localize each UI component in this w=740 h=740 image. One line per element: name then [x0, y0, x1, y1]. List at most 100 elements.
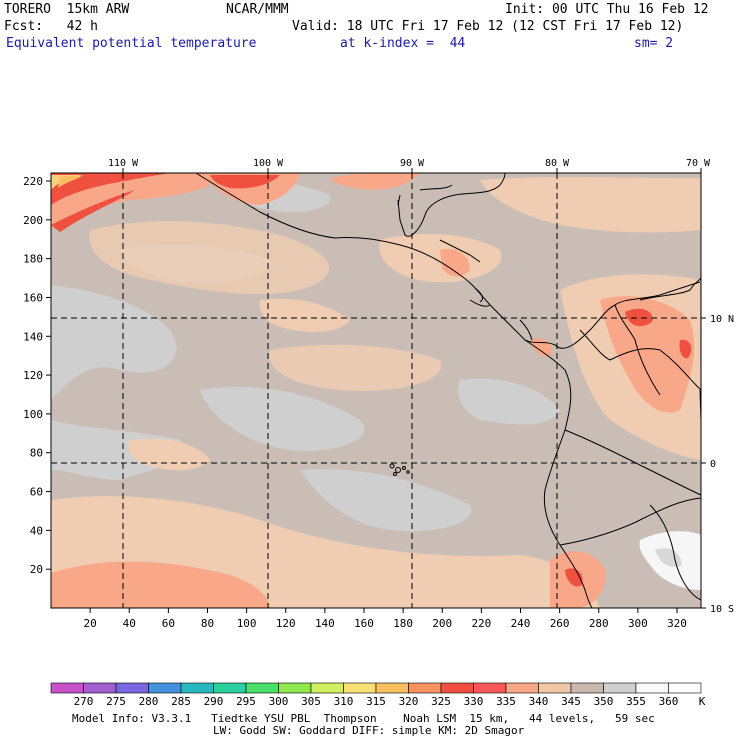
- x-tick-label: 300: [628, 617, 648, 630]
- legend-swatch: [310, 682, 344, 694]
- x-tick-label: 320: [667, 617, 687, 630]
- smoothing-label: sm= 2: [634, 36, 674, 51]
- model-title: TORERO 15km ARW: [4, 2, 130, 17]
- galapagos-island: [393, 472, 397, 476]
- peach-region: [89, 220, 329, 295]
- legend-label: 315: [366, 695, 386, 708]
- legend-label: 335: [496, 695, 516, 708]
- top-label-100w: 100 W: [253, 158, 284, 169]
- x-tick-label: 100: [237, 617, 257, 630]
- grey-region: [51, 285, 177, 400]
- right-ticks: [701, 317, 706, 609]
- legend-swatch: [50, 682, 84, 694]
- legend-swatch: [603, 682, 637, 694]
- peach-region: [269, 344, 442, 391]
- y-axis-ticks: 220 200 180 160 140 120 100 80 60 40 20: [23, 175, 51, 576]
- top-label-80w: 80 W: [545, 158, 570, 169]
- galapagos-island: [395, 467, 401, 473]
- legend-label: 330: [464, 695, 484, 708]
- x-axis-ticks: 20 40 60 80 100 120 140 160 180 200 220 240 260 280 30…: [84, 608, 687, 630]
- color-legend: 270 275 280 285 290 295 300 305 310 315 320 325 330 3…: [50, 682, 706, 708]
- model-info-line1: Model Info: V3.3.1 Tiedtke YSU PBL Thomp…: [72, 712, 655, 725]
- border: [649, 504, 702, 601]
- coastline: [524, 339, 593, 609]
- red-region: [51, 173, 170, 205]
- peach-region: [379, 234, 502, 283]
- salmon-region: [330, 173, 420, 190]
- legend-swatch: [343, 682, 377, 694]
- legend-label: 340: [529, 695, 549, 708]
- x-tick-label: 200: [432, 617, 452, 630]
- top-label-70w: 70 W: [686, 158, 711, 169]
- legend-label: 290: [204, 695, 224, 708]
- x-tick-label: 240: [511, 617, 531, 630]
- y-tick-label: 20: [30, 563, 43, 576]
- grey-region: [200, 386, 365, 451]
- y-tick-label: 220: [23, 175, 43, 188]
- salmon-region: [51, 561, 270, 608]
- peach-region: [128, 438, 210, 471]
- x-tick-label: 260: [550, 617, 570, 630]
- valid-time: Valid: 18 UTC Fri 17 Feb 12 (12 CST Fri …: [292, 19, 684, 34]
- yellow-region: [58, 176, 82, 188]
- legend-label: 295: [236, 695, 256, 708]
- legend-label: 285: [171, 695, 191, 708]
- legend-swatch: [440, 682, 474, 694]
- x-tick-label: 220: [471, 617, 491, 630]
- red-region: [679, 339, 692, 359]
- coastline: [469, 287, 491, 307]
- legend-swatch: [505, 682, 539, 694]
- x-tick-label: 180: [393, 617, 413, 630]
- salmon-region: [600, 296, 695, 413]
- legend-label: 345: [561, 695, 581, 708]
- x-tick-label: 120: [276, 617, 296, 630]
- map-field: [51, 173, 701, 608]
- legend-swatch: [180, 682, 214, 694]
- right-label-eq: 0: [710, 459, 716, 470]
- border: [559, 497, 702, 546]
- legend-swatch: [83, 682, 117, 694]
- y-tick-label: 80: [30, 447, 43, 460]
- x-tick-label: 80: [201, 617, 214, 630]
- yellow-region: [51, 175, 85, 190]
- y-tick-label: 120: [23, 369, 43, 382]
- legend-swatch: [570, 682, 604, 694]
- border: [564, 429, 702, 496]
- legend-label: 350: [594, 695, 614, 708]
- legend-swatch: [278, 682, 312, 694]
- legend-label: 275: [106, 695, 126, 708]
- legend-label: 320: [399, 695, 419, 708]
- org-label: NCAR/MMM: [226, 2, 289, 17]
- y-tick-label: 160: [23, 291, 43, 304]
- border: [614, 304, 661, 396]
- forecast-hour: Fcst: 42 h: [4, 19, 98, 34]
- model-info-line2: LW: Godd SW: Goddard DIFF: simple KM: 2D…: [213, 724, 525, 737]
- coastline: [397, 172, 506, 237]
- y-tick-label: 100: [23, 408, 43, 421]
- y-tick-label: 140: [23, 330, 43, 343]
- y-tick-label: 40: [30, 524, 43, 537]
- galapagos-island: [389, 463, 395, 469]
- legend-label: 300: [269, 695, 289, 708]
- red-region: [51, 190, 135, 232]
- legend-label: 360: [659, 695, 679, 708]
- legend-swatch: [213, 682, 247, 694]
- map-frame: [50, 172, 702, 609]
- x-tick-label: 20: [84, 617, 97, 630]
- legend-label: 270: [74, 695, 94, 708]
- legend-swatch: [148, 682, 182, 694]
- right-label-10n: 10 N: [710, 314, 734, 325]
- legend-swatch: [473, 682, 507, 694]
- x-tick-label: 60: [162, 617, 175, 630]
- legend-swatch: [668, 682, 702, 694]
- legend-swatch: [115, 682, 149, 694]
- top-label-90w: 90 W: [400, 158, 425, 169]
- x-tick-label: 140: [315, 617, 335, 630]
- grey-region: [458, 378, 560, 425]
- red-region: [625, 308, 653, 327]
- legend-swatch: [408, 682, 442, 694]
- x-tick-label: 40: [123, 617, 136, 630]
- legend-swatch: [538, 682, 572, 694]
- legend-swatch: [375, 682, 409, 694]
